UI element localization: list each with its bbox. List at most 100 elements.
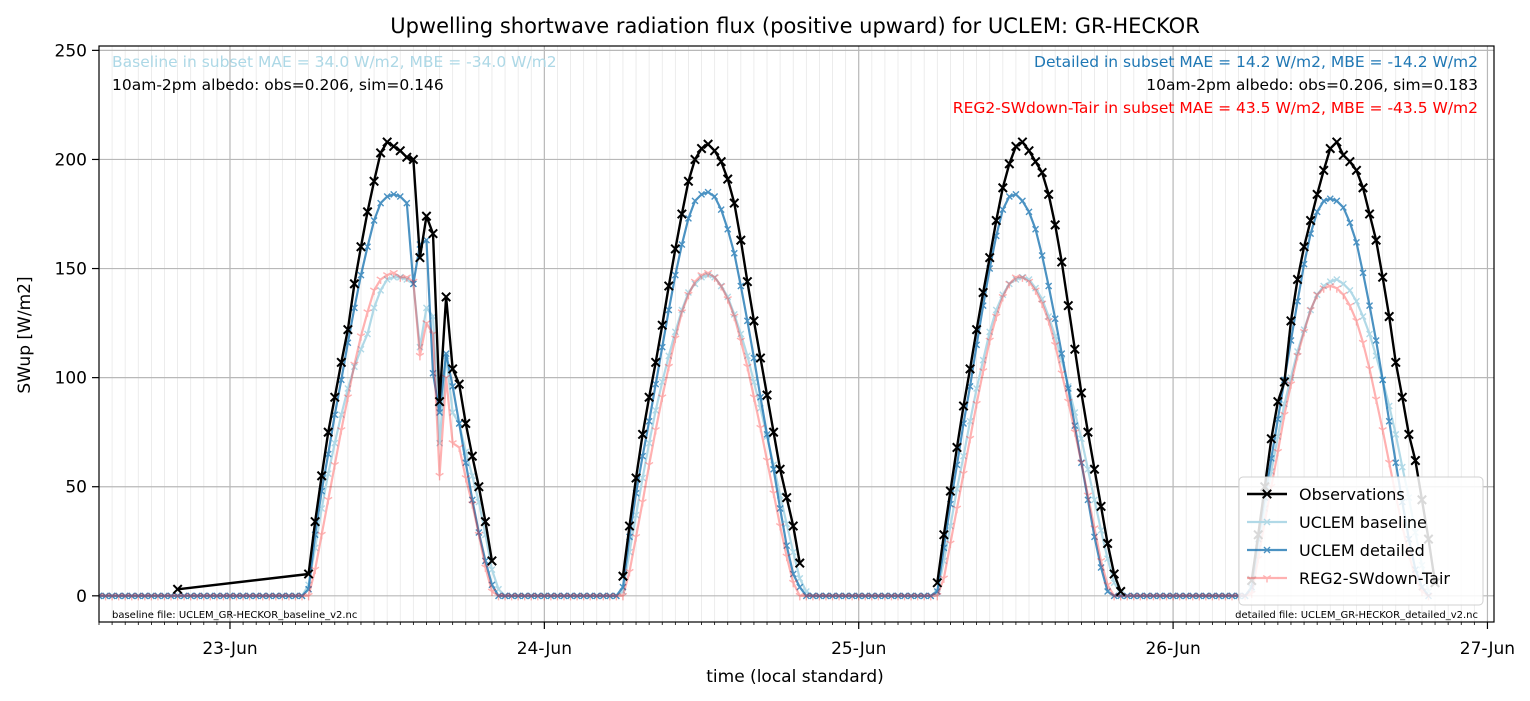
data-point-uclem-baseline — [1287, 374, 1295, 382]
legend: Observations UCLEM baseline UCLEM detailed… — [1238, 476, 1484, 606]
data-point-uclem-detailed — [894, 592, 902, 600]
data-point-uclem-baseline — [1294, 347, 1302, 355]
data-point-uclem-baseline — [1084, 465, 1092, 473]
data-point-reg2-swdown-tair — [1208, 592, 1217, 601]
detailed-file-annotation: detailed file: UCLEM_GR-HECKOR_detailed_… — [1235, 610, 1478, 621]
data-point-uclem-detailed — [783, 542, 791, 550]
data-point-uclem-baseline — [711, 273, 719, 281]
data-point-reg2-swdown-tair — [749, 394, 759, 402]
data-point-uclem-detailed — [809, 592, 817, 600]
data-point-reg2-swdown-tair — [330, 461, 340, 470]
data-point-reg2-swdown-tair — [1326, 282, 1335, 291]
data-point-uclem-baseline — [344, 385, 352, 393]
data-point-reg2-swdown-tair — [376, 276, 385, 285]
data-point-reg2-swdown-tair — [343, 394, 353, 402]
data-point-uclem-detailed — [154, 592, 162, 600]
data-point-reg2-swdown-tair — [251, 592, 261, 601]
data-point-uclem-detailed — [1346, 219, 1354, 227]
data-point-observations — [1318, 165, 1329, 176]
data-point-uclem-detailed — [1097, 563, 1105, 571]
data-point-uclem-detailed — [285, 592, 293, 600]
data-point-uclem-detailed — [1352, 238, 1360, 246]
data-point-uclem-detailed — [796, 583, 804, 591]
data-point-observations — [1272, 396, 1283, 407]
data-point-observations — [1351, 165, 1362, 176]
data-point-reg2-swdown-tair — [1018, 274, 1027, 282]
data-point-uclem-baseline — [350, 363, 358, 371]
data-point-reg2-swdown-tair — [841, 592, 850, 601]
data-point-reg2-swdown-tair — [382, 272, 392, 280]
series-line-reg2-swdown-tair — [99, 271, 1430, 597]
data-point-observations — [1331, 137, 1342, 147]
data-point-reg2-swdown-tair — [1293, 352, 1302, 361]
data-point-uclem-detailed — [1110, 592, 1118, 600]
legend-label-observations: Observations — [1299, 485, 1405, 504]
data-point-uclem-baseline — [999, 291, 1007, 299]
data-point-reg2-swdown-tair — [677, 309, 687, 317]
data-point-uclem-baseline — [789, 548, 797, 556]
data-point-observations — [323, 427, 334, 438]
data-point-uclem-baseline — [652, 406, 660, 414]
data-point-uclem-baseline — [1366, 330, 1374, 338]
data-point-uclem-detailed — [1169, 592, 1177, 600]
data-point-reg2-swdown-tair — [815, 592, 824, 601]
data-point-reg2-swdown-tair — [232, 592, 241, 601]
data-point-reg2-swdown-tair — [644, 461, 654, 470]
data-point-uclem-detailed — [881, 592, 889, 600]
data-point-uclem-detailed — [501, 592, 509, 600]
data-point-observations — [683, 176, 694, 187]
data-point-reg2-swdown-tair — [861, 592, 870, 601]
data-point-uclem-detailed — [305, 585, 313, 593]
data-point-uclem-baseline — [357, 345, 365, 353]
data-point-uclem-detailed — [193, 592, 201, 600]
data-point-uclem-baseline — [337, 411, 345, 419]
data-point-observations — [1358, 182, 1368, 193]
data-point-reg2-swdown-tair — [834, 592, 844, 601]
data-point-observations — [454, 379, 465, 390]
data-point-uclem-detailed — [619, 583, 627, 591]
data-point-reg2-swdown-tair — [821, 592, 831, 601]
data-point-observations — [329, 392, 340, 403]
x-tick-label: 25-Jun — [831, 639, 886, 659]
data-point-uclem-detailed — [868, 592, 876, 600]
data-point-reg2-swdown-tair — [998, 293, 1008, 302]
data-point-uclem-baseline — [750, 378, 758, 386]
data-point-reg2-swdown-tair — [1195, 592, 1204, 601]
data-point-reg2-swdown-tair — [441, 374, 451, 383]
data-point-uclem-detailed — [390, 190, 398, 198]
data-point-observations — [749, 316, 759, 326]
data-point-uclem-detailed — [1163, 592, 1171, 600]
data-point-reg2-swdown-tair — [1221, 592, 1230, 601]
data-point-uclem-detailed — [835, 592, 843, 600]
legend-swatch-reg2-swdown-tair — [1247, 574, 1287, 583]
x-axis-label: time (local standard) — [706, 667, 884, 687]
data-point-uclem-detailed — [180, 592, 188, 600]
data-point-reg2-swdown-tair — [926, 592, 935, 601]
data-point-reg2-swdown-tair — [959, 470, 968, 479]
data-point-observations — [1345, 156, 1355, 167]
data-point-reg2-swdown-tair — [389, 269, 398, 278]
data-point-uclem-detailed — [272, 592, 280, 600]
data-point-reg2-swdown-tair — [972, 400, 981, 409]
data-point-reg2-swdown-tair — [402, 274, 412, 282]
data-point-observations — [460, 418, 471, 429]
data-point-reg2-swdown-tair — [730, 313, 739, 322]
data-point-reg2-swdown-tair — [507, 592, 516, 601]
data-point-reg2-swdown-tair — [147, 592, 156, 601]
data-point-reg2-swdown-tair — [605, 592, 615, 601]
data-point-uclem-baseline — [986, 328, 994, 336]
data-point-uclem-baseline — [665, 352, 673, 360]
data-point-reg2-swdown-tair — [258, 592, 267, 601]
data-point-observations — [487, 556, 497, 566]
data-point-uclem-detailed — [1385, 417, 1393, 425]
data-point-reg2-swdown-tair — [1044, 317, 1053, 326]
data-point-observations — [1010, 141, 1021, 152]
data-point-uclem-detailed — [495, 592, 503, 600]
data-point-reg2-swdown-tair — [1155, 592, 1165, 601]
data-point-uclem-baseline — [704, 271, 712, 279]
x-tick-label: 26-Jun — [1145, 639, 1200, 659]
data-point-reg2-swdown-tair — [317, 531, 326, 540]
data-point-uclem-detailed — [567, 592, 575, 600]
series-uclem-detailed — [99, 188, 1433, 600]
data-point-uclem-detailed — [298, 592, 306, 600]
